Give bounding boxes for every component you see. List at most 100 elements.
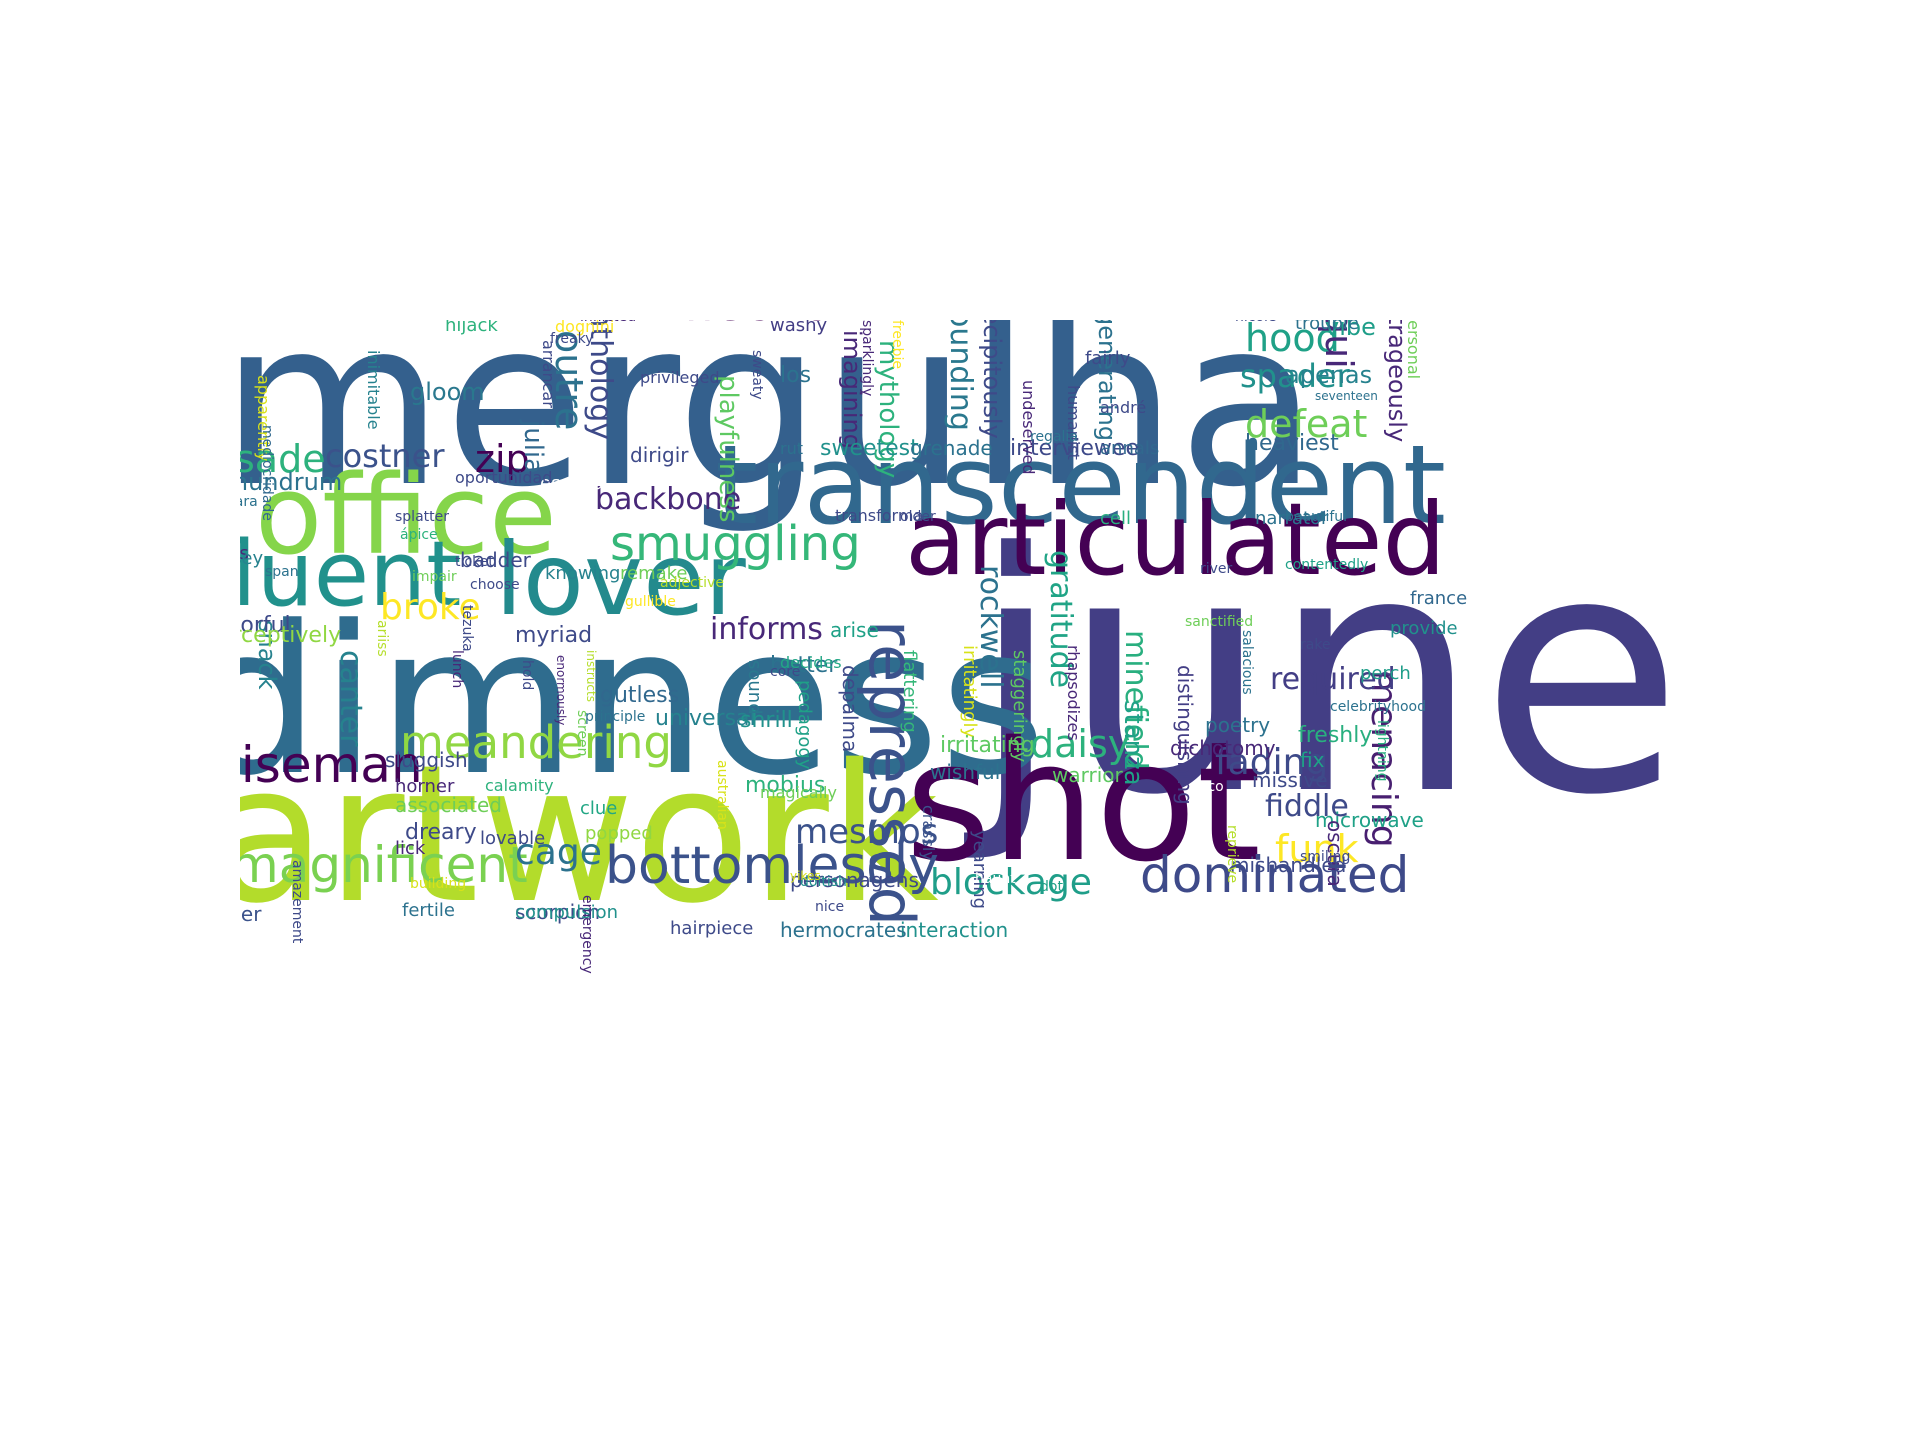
- cloud-word: june: [970, 483, 1684, 867]
- cloud-word: mishandled: [1230, 853, 1347, 877]
- cloud-word: gloom: [410, 378, 485, 406]
- cloud-word: loosey: [240, 548, 264, 569]
- cloud-word: zip: [475, 437, 530, 481]
- cloud-word: annals: [1100, 438, 1160, 459]
- cloud-word: yearning: [969, 830, 990, 910]
- cloud-word: trouble: [1295, 320, 1359, 334]
- cloud-word: hold: [519, 660, 535, 691]
- cloud-word: reprieve: [1224, 825, 1240, 884]
- cloud-word: bluer: [240, 902, 262, 926]
- cloud-word: remake: [620, 563, 688, 584]
- cloud-word: personal: [1404, 320, 1423, 380]
- cloud-word: inflicted: [580, 320, 636, 324]
- cloud-word: decides: [780, 653, 842, 672]
- cloud-word: yikes: [790, 869, 821, 883]
- cloud-word: france: [1410, 588, 1468, 609]
- cloud-word: badder: [460, 548, 531, 572]
- cloud-word: backbone: [595, 482, 742, 517]
- cloud-word: sparklingly: [859, 320, 875, 397]
- cloud-word: perceptively: [240, 623, 342, 648]
- cloud-word: sade: [240, 437, 326, 481]
- cloud-word: ticket: [455, 554, 494, 570]
- cloud-word: river: [1200, 561, 1233, 577]
- cloud-word: defeat: [1245, 402, 1368, 446]
- cloud-word: shot: [905, 706, 1262, 898]
- cloud-word: perch: [1360, 663, 1411, 684]
- cloud-word: celebrityhood: [1330, 699, 1427, 715]
- cloud-word: mobius: [745, 773, 826, 798]
- cloud-word: microwave: [1315, 808, 1424, 832]
- cloud-word: fix: [1300, 748, 1325, 772]
- cloud-word: lunch: [449, 650, 465, 689]
- cloud-word: fluent: [240, 522, 462, 627]
- cloud-word: bottomlessly: [605, 836, 939, 896]
- cloud-word: lovable: [480, 828, 546, 849]
- cloud-word: mergulha: [240, 320, 1319, 538]
- cloud-word: irritating: [940, 733, 1035, 758]
- cloud-word: precipitously: [978, 320, 1006, 439]
- cloud-word: escapa: [540, 473, 604, 494]
- cloud-word: lover: [495, 521, 746, 638]
- cloud-word: flattering: [899, 650, 920, 733]
- cloud-word: sluggish: [385, 748, 468, 772]
- cloud-word: generating: [1093, 320, 1121, 442]
- cloud-word: freaky: [550, 331, 594, 347]
- cloud-word: popped: [585, 823, 653, 844]
- cloud-word: universal: [655, 706, 756, 731]
- cloud-word: required: [1270, 662, 1396, 697]
- cloud-word: flavorful: [240, 613, 291, 638]
- cloud-word: rake: [1300, 637, 1331, 653]
- cloud-word: sweetest: [820, 436, 919, 461]
- cloud-word: spader: [1240, 357, 1350, 395]
- cloud-word: adjective: [660, 575, 724, 591]
- cloud-word: seventeen: [1315, 389, 1378, 403]
- cloud-word: julia: [518, 420, 548, 475]
- cloud-word: grenade: [910, 436, 993, 460]
- cloud-word: gutless: [600, 683, 680, 708]
- cloud-word: beautiful: [1285, 509, 1348, 525]
- cloud-word: salacious: [1239, 630, 1255, 695]
- cloud-word: sweaty: [749, 350, 765, 400]
- cloud-word: sanctified: [1185, 614, 1254, 630]
- cloud-word: privileged: [640, 368, 720, 387]
- cloud-word: warrior: [1052, 763, 1123, 787]
- cloud-word: costner: [325, 437, 445, 475]
- cloud-word: nicole: [1235, 320, 1277, 324]
- cloud-word: knowing: [545, 563, 621, 584]
- cloud-word: splatter: [395, 509, 449, 525]
- cloud-word: daisy: [1030, 722, 1131, 766]
- cloud-word: provide: [1390, 618, 1458, 639]
- cloud-word: office: [255, 451, 557, 579]
- cloud-word: informs: [710, 612, 823, 647]
- cloud-word: building: [410, 876, 467, 892]
- cloud-word: hairpiece: [670, 918, 754, 939]
- cloud-word: fairly: [1085, 348, 1131, 369]
- cloud-word: contentedly: [1285, 557, 1369, 573]
- cloud-word: meandering: [400, 716, 672, 769]
- cloud-word: magically: [760, 783, 837, 802]
- cloud-word: magnificent: [240, 836, 528, 894]
- cloud-word: stanza: [1118, 700, 1148, 786]
- cloud-word: irritatingly: [959, 645, 980, 739]
- cloud-word: andré: [1100, 398, 1147, 417]
- cloud-word: lick: [395, 838, 426, 859]
- cloud-word: clue: [580, 798, 618, 819]
- cloud-word: smuggling: [610, 516, 861, 572]
- cloud-word: dominated: [1140, 846, 1410, 904]
- cloud-word: interviewee: [1010, 436, 1139, 461]
- cloud-word: principle: [585, 709, 646, 725]
- cloud-word: dognini: [555, 320, 615, 336]
- cloud-word: freebie: [889, 320, 905, 369]
- cloud-word: scorpion: [515, 900, 601, 924]
- cloud-word: wishful: [930, 760, 1001, 784]
- cloud-word: kurys: [240, 543, 249, 564]
- cloud-word: instructs: [584, 650, 598, 702]
- cloud-word: narrator: [1255, 508, 1329, 529]
- cloud-word: lightning: [1374, 720, 1390, 782]
- cloud-word: enormously: [554, 655, 568, 726]
- cloud-word: mesmos: [795, 812, 939, 852]
- cloud-word: apenas: [1285, 361, 1373, 389]
- cloud-word: missive: [1252, 768, 1328, 792]
- cloud-word: blockage: [930, 862, 1092, 903]
- cloud-word: canter: [333, 650, 368, 747]
